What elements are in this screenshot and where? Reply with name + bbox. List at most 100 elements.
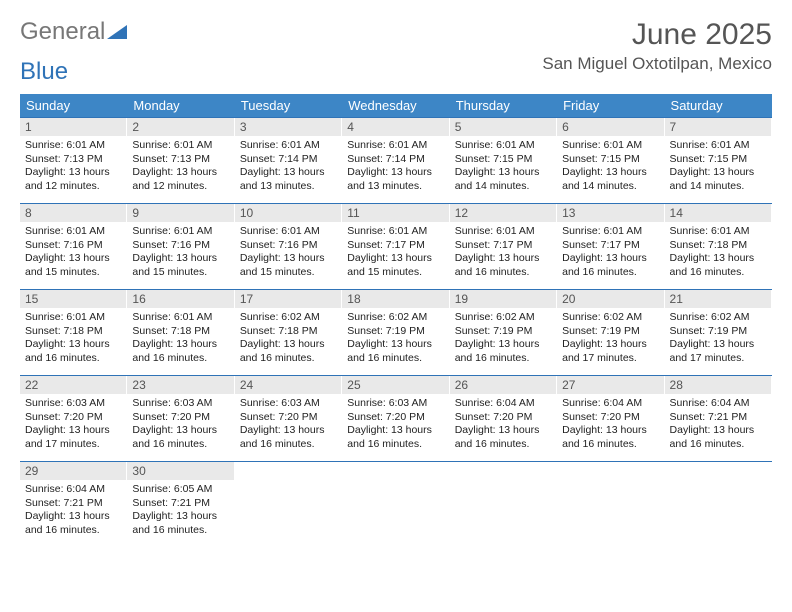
day-number: 14 <box>665 204 772 222</box>
calendar-empty-cell <box>557 462 664 548</box>
calendar-day-cell: 12Sunrise: 6:01 AMSunset: 7:17 PMDayligh… <box>450 204 557 290</box>
day-number: 7 <box>665 118 772 136</box>
day-details: Sunrise: 6:01 AMSunset: 7:14 PMDaylight:… <box>235 136 342 199</box>
calendar-day-cell: 8Sunrise: 6:01 AMSunset: 7:16 PMDaylight… <box>20 204 127 290</box>
day-details: Sunrise: 6:01 AMSunset: 7:17 PMDaylight:… <box>450 222 557 285</box>
calendar-day-cell: 15Sunrise: 6:01 AMSunset: 7:18 PMDayligh… <box>20 290 127 376</box>
day-details: Sunrise: 6:02 AMSunset: 7:19 PMDaylight:… <box>557 308 664 371</box>
calendar-day-cell: 28Sunrise: 6:04 AMSunset: 7:21 PMDayligh… <box>665 376 772 462</box>
calendar-week-row: 1Sunrise: 6:01 AMSunset: 7:13 PMDaylight… <box>20 118 772 204</box>
day-details: Sunrise: 6:03 AMSunset: 7:20 PMDaylight:… <box>235 394 342 457</box>
brand-part2: Blue <box>20 58 772 86</box>
page-title: June 2025 <box>542 18 772 52</box>
weekday-header: Saturday <box>665 94 772 118</box>
calendar-day-cell: 25Sunrise: 6:03 AMSunset: 7:20 PMDayligh… <box>342 376 449 462</box>
day-number: 15 <box>20 290 127 308</box>
day-details: Sunrise: 6:01 AMSunset: 7:18 PMDaylight:… <box>20 308 127 371</box>
calendar-day-cell: 19Sunrise: 6:02 AMSunset: 7:19 PMDayligh… <box>450 290 557 376</box>
day-details: Sunrise: 6:01 AMSunset: 7:16 PMDaylight:… <box>20 222 127 285</box>
calendar-day-cell: 9Sunrise: 6:01 AMSunset: 7:16 PMDaylight… <box>127 204 234 290</box>
calendar-week-row: 22Sunrise: 6:03 AMSunset: 7:20 PMDayligh… <box>20 376 772 462</box>
calendar-day-cell: 7Sunrise: 6:01 AMSunset: 7:15 PMDaylight… <box>665 118 772 204</box>
calendar-day-cell: 2Sunrise: 6:01 AMSunset: 7:13 PMDaylight… <box>127 118 234 204</box>
calendar-day-cell: 23Sunrise: 6:03 AMSunset: 7:20 PMDayligh… <box>127 376 234 462</box>
calendar-week-row: 15Sunrise: 6:01 AMSunset: 7:18 PMDayligh… <box>20 290 772 376</box>
day-number: 25 <box>342 376 449 394</box>
calendar-empty-cell <box>235 462 342 548</box>
calendar-day-cell: 4Sunrise: 6:01 AMSunset: 7:14 PMDaylight… <box>342 118 449 204</box>
day-details: Sunrise: 6:03 AMSunset: 7:20 PMDaylight:… <box>127 394 234 457</box>
day-number: 19 <box>450 290 557 308</box>
day-number: 4 <box>342 118 449 136</box>
day-details: Sunrise: 6:03 AMSunset: 7:20 PMDaylight:… <box>20 394 127 457</box>
day-details: Sunrise: 6:01 AMSunset: 7:15 PMDaylight:… <box>557 136 664 199</box>
calendar-day-cell: 3Sunrise: 6:01 AMSunset: 7:14 PMDaylight… <box>235 118 342 204</box>
calendar-day-cell: 29Sunrise: 6:04 AMSunset: 7:21 PMDayligh… <box>20 462 127 548</box>
day-details: Sunrise: 6:02 AMSunset: 7:19 PMDaylight:… <box>450 308 557 371</box>
day-details: Sunrise: 6:01 AMSunset: 7:18 PMDaylight:… <box>127 308 234 371</box>
calendar-day-cell: 18Sunrise: 6:02 AMSunset: 7:19 PMDayligh… <box>342 290 449 376</box>
brand-triangle-icon <box>107 23 129 41</box>
calendar-day-cell: 5Sunrise: 6:01 AMSunset: 7:15 PMDaylight… <box>450 118 557 204</box>
calendar-day-cell: 21Sunrise: 6:02 AMSunset: 7:19 PMDayligh… <box>665 290 772 376</box>
day-number: 10 <box>235 204 342 222</box>
brand-logo: General <box>20 18 129 46</box>
day-details: Sunrise: 6:01 AMSunset: 7:16 PMDaylight:… <box>127 222 234 285</box>
day-details: Sunrise: 6:04 AMSunset: 7:20 PMDaylight:… <box>450 394 557 457</box>
day-details: Sunrise: 6:01 AMSunset: 7:15 PMDaylight:… <box>665 136 772 199</box>
day-number: 6 <box>557 118 664 136</box>
day-details: Sunrise: 6:01 AMSunset: 7:17 PMDaylight:… <box>342 222 449 285</box>
day-number: 18 <box>342 290 449 308</box>
calendar-day-cell: 27Sunrise: 6:04 AMSunset: 7:20 PMDayligh… <box>557 376 664 462</box>
day-number: 20 <box>557 290 664 308</box>
day-number: 13 <box>557 204 664 222</box>
calendar-empty-cell <box>342 462 449 548</box>
weekday-header: Friday <box>557 94 664 118</box>
calendar-week-row: 8Sunrise: 6:01 AMSunset: 7:16 PMDaylight… <box>20 204 772 290</box>
calendar-empty-cell <box>450 462 557 548</box>
day-details: Sunrise: 6:05 AMSunset: 7:21 PMDaylight:… <box>127 480 234 543</box>
day-details: Sunrise: 6:01 AMSunset: 7:18 PMDaylight:… <box>665 222 772 285</box>
day-details: Sunrise: 6:03 AMSunset: 7:20 PMDaylight:… <box>342 394 449 457</box>
calendar-day-cell: 10Sunrise: 6:01 AMSunset: 7:16 PMDayligh… <box>235 204 342 290</box>
day-details: Sunrise: 6:01 AMSunset: 7:15 PMDaylight:… <box>450 136 557 199</box>
weekday-header: Monday <box>127 94 234 118</box>
calendar-day-cell: 17Sunrise: 6:02 AMSunset: 7:18 PMDayligh… <box>235 290 342 376</box>
day-number: 30 <box>127 462 234 480</box>
day-number: 21 <box>665 290 772 308</box>
day-number: 16 <box>127 290 234 308</box>
calendar-day-cell: 1Sunrise: 6:01 AMSunset: 7:13 PMDaylight… <box>20 118 127 204</box>
day-details: Sunrise: 6:02 AMSunset: 7:18 PMDaylight:… <box>235 308 342 371</box>
day-number: 9 <box>127 204 234 222</box>
calendar-day-cell: 30Sunrise: 6:05 AMSunset: 7:21 PMDayligh… <box>127 462 234 548</box>
day-details: Sunrise: 6:04 AMSunset: 7:21 PMDaylight:… <box>20 480 127 543</box>
calendar-table: Sunday Monday Tuesday Wednesday Thursday… <box>20 94 772 548</box>
day-details: Sunrise: 6:01 AMSunset: 7:13 PMDaylight:… <box>20 136 127 199</box>
day-number: 29 <box>20 462 127 480</box>
weekday-header: Sunday <box>20 94 127 118</box>
day-number: 11 <box>342 204 449 222</box>
day-details: Sunrise: 6:02 AMSunset: 7:19 PMDaylight:… <box>665 308 772 371</box>
day-number: 22 <box>20 376 127 394</box>
day-number: 5 <box>450 118 557 136</box>
weekday-header: Thursday <box>450 94 557 118</box>
day-number: 23 <box>127 376 234 394</box>
day-details: Sunrise: 6:01 AMSunset: 7:17 PMDaylight:… <box>557 222 664 285</box>
calendar-day-cell: 14Sunrise: 6:01 AMSunset: 7:18 PMDayligh… <box>665 204 772 290</box>
day-details: Sunrise: 6:01 AMSunset: 7:16 PMDaylight:… <box>235 222 342 285</box>
calendar-day-cell: 20Sunrise: 6:02 AMSunset: 7:19 PMDayligh… <box>557 290 664 376</box>
calendar-day-cell: 22Sunrise: 6:03 AMSunset: 7:20 PMDayligh… <box>20 376 127 462</box>
calendar-empty-cell <box>665 462 772 548</box>
day-details: Sunrise: 6:04 AMSunset: 7:20 PMDaylight:… <box>557 394 664 457</box>
day-number: 8 <box>20 204 127 222</box>
day-number: 1 <box>20 118 127 136</box>
calendar-week-row: 29Sunrise: 6:04 AMSunset: 7:21 PMDayligh… <box>20 462 772 548</box>
day-details: Sunrise: 6:01 AMSunset: 7:13 PMDaylight:… <box>127 136 234 199</box>
calendar-day-cell: 26Sunrise: 6:04 AMSunset: 7:20 PMDayligh… <box>450 376 557 462</box>
day-number: 24 <box>235 376 342 394</box>
weekday-header: Wednesday <box>342 94 449 118</box>
brand-part1: General <box>20 18 105 46</box>
calendar-day-cell: 11Sunrise: 6:01 AMSunset: 7:17 PMDayligh… <box>342 204 449 290</box>
day-number: 27 <box>557 376 664 394</box>
calendar-day-cell: 24Sunrise: 6:03 AMSunset: 7:20 PMDayligh… <box>235 376 342 462</box>
